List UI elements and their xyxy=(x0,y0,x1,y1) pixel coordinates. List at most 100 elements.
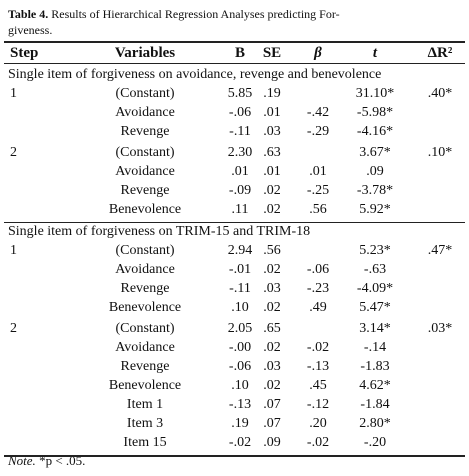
table-cell: -4.09* xyxy=(356,281,394,296)
table-cell: .01 xyxy=(263,164,281,179)
column-header: SE xyxy=(262,45,282,61)
bottom-rule xyxy=(4,455,465,457)
table-cell: Item 3 xyxy=(126,416,164,431)
table-cell: -.06 xyxy=(228,105,252,120)
table-cell: .10* xyxy=(427,145,453,160)
table-cell: -.02 xyxy=(228,435,252,450)
section-title: Single item of forgiveness on TRIM-15 an… xyxy=(8,224,311,239)
table-cell: (Constant) xyxy=(115,321,175,336)
table-cell: -.63 xyxy=(363,262,387,277)
table-cell: .10 xyxy=(231,378,249,393)
caption-text: Results of Hierarchical Regression Analy… xyxy=(51,7,340,21)
table-cell: Benevolence xyxy=(108,202,182,217)
table-cell: .07 xyxy=(263,397,281,412)
table-cell: Avoidance xyxy=(115,164,175,179)
table-cell: 3.67* xyxy=(359,145,391,160)
table-cell: 1 xyxy=(10,243,17,258)
table-cell: (Constant) xyxy=(115,145,175,160)
table-cell: (Constant) xyxy=(115,86,175,101)
table-cell: .47* xyxy=(427,243,453,258)
table-cell: .03 xyxy=(263,124,281,139)
table-cell: Avoidance xyxy=(115,105,175,120)
table-cell: 2 xyxy=(10,321,17,336)
table-cell: Revenge xyxy=(120,124,170,139)
table-cell: .49 xyxy=(309,300,327,315)
table-cell: .02 xyxy=(263,378,281,393)
table-cell: -1.84 xyxy=(360,397,390,412)
section-title: Single item of forgiveness on avoidance,… xyxy=(8,67,382,82)
table-cell: 2.05 xyxy=(227,321,253,336)
table-cell: -.13 xyxy=(306,359,330,374)
table-cell: Avoidance xyxy=(115,340,175,355)
table-cell: .02 xyxy=(263,262,281,277)
table-cell: .03 xyxy=(263,281,281,296)
table-cell: -1.83 xyxy=(360,359,390,374)
table-cell: 5.47* xyxy=(359,300,391,315)
section-rule xyxy=(4,222,465,223)
table-cell: Item 15 xyxy=(123,435,167,450)
table-cell: -.23 xyxy=(306,281,330,296)
table-cell: 3.14* xyxy=(359,321,391,336)
column-header: ΔR² xyxy=(427,45,453,61)
table-cell: Avoidance xyxy=(115,262,175,277)
table-cell: -5.98* xyxy=(356,105,394,120)
table-cell: -.09 xyxy=(228,183,252,198)
table-cell: .02 xyxy=(263,340,281,355)
table-cell: .01 xyxy=(231,164,249,179)
table-cell: -.14 xyxy=(363,340,387,355)
caption-label: Table 4. xyxy=(8,7,49,21)
table-cell: .40* xyxy=(427,86,453,101)
table-cell: Revenge xyxy=(120,281,170,296)
top-rule xyxy=(4,41,465,43)
table-cell: (Constant) xyxy=(115,243,175,258)
table-cell: Revenge xyxy=(120,183,170,198)
table-cell: 2 xyxy=(10,145,17,160)
column-header: B xyxy=(234,45,246,61)
table-cell: -.20 xyxy=(363,435,387,450)
table-cell: -3.78* xyxy=(356,183,394,198)
table-cell: .01 xyxy=(263,105,281,120)
table-cell: -.12 xyxy=(306,397,330,412)
table-cell: 2.30 xyxy=(227,145,253,160)
table-cell: .01 xyxy=(309,164,327,179)
table-cell: -.11 xyxy=(229,124,251,139)
caption-text: giveness. xyxy=(8,23,53,37)
table-cell: .11 xyxy=(231,202,249,217)
table-cell: 5.23* xyxy=(359,243,391,258)
table-cell: 2.80* xyxy=(359,416,391,431)
table-cell: -.42 xyxy=(306,105,330,120)
table-cell: .56 xyxy=(309,202,327,217)
table-cell: .02 xyxy=(263,202,281,217)
table-cell: .19 xyxy=(231,416,249,431)
column-header: β xyxy=(314,45,322,61)
table-cell: .56 xyxy=(263,243,281,258)
table-cell: -.06 xyxy=(228,359,252,374)
table-cell: Benevolence xyxy=(108,378,182,393)
table-cell: .03* xyxy=(427,321,453,336)
table-cell: .10 xyxy=(231,300,249,315)
table-cell: -.29 xyxy=(306,124,330,139)
table-cell: -4.16* xyxy=(356,124,394,139)
table-cell: Benevolence xyxy=(108,300,182,315)
table-cell: .63 xyxy=(263,145,281,160)
column-header: Step xyxy=(10,45,39,61)
table-cell: -.06 xyxy=(306,262,330,277)
table-cell: -.02 xyxy=(306,435,330,450)
table-cell: .09 xyxy=(263,435,281,450)
column-header: t xyxy=(372,45,378,61)
table-cell: -.11 xyxy=(229,281,251,296)
table-cell: .19 xyxy=(263,86,281,101)
column-header: Variables xyxy=(114,45,176,61)
table-cell: Revenge xyxy=(120,359,170,374)
table-cell: .09 xyxy=(366,164,384,179)
table-cell: -.02 xyxy=(306,340,330,355)
table-cell: 4.62* xyxy=(359,378,391,393)
table-cell: .45 xyxy=(309,378,327,393)
table-cell: 1 xyxy=(10,86,17,101)
table-cell: .02 xyxy=(263,183,281,198)
table-cell: 5.85 xyxy=(227,86,253,101)
header-rule xyxy=(4,63,465,64)
table-cell: 5.92* xyxy=(359,202,391,217)
table-cell: -.13 xyxy=(228,397,252,412)
